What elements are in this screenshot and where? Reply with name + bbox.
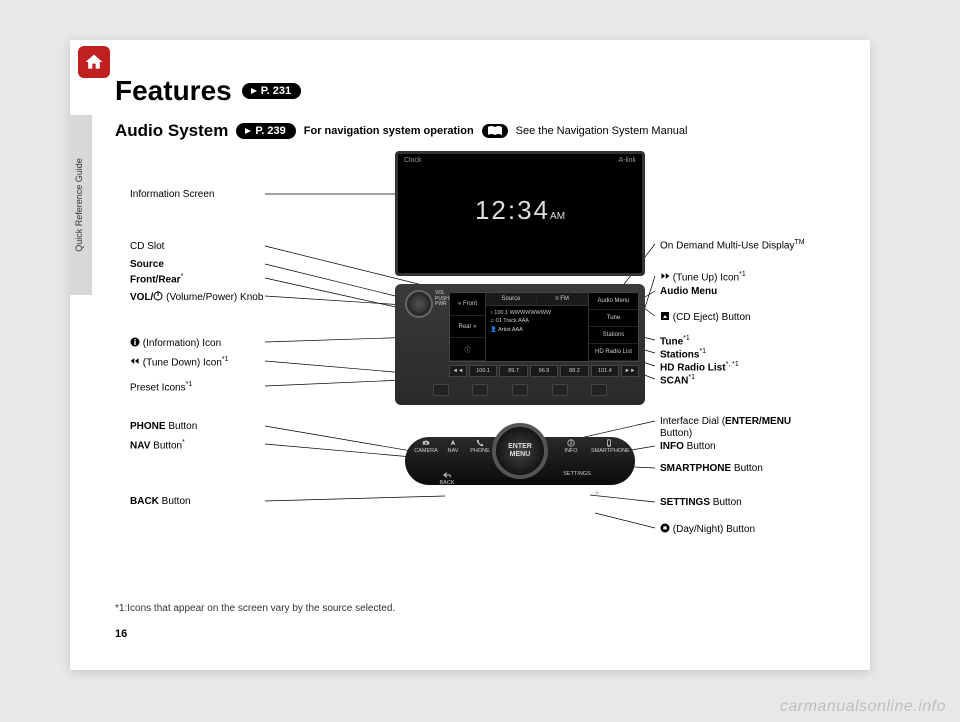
info-screen: Clock A-link 12:34AM bbox=[395, 151, 645, 276]
section-title: Audio System bbox=[115, 121, 228, 141]
info-button[interactable]: INFO bbox=[553, 439, 589, 454]
home-button[interactable] bbox=[78, 46, 110, 78]
nav-ref-text: See the Navigation System Manual bbox=[516, 125, 688, 137]
callout-label: On Demand Multi-Use DisplayTM bbox=[660, 239, 805, 252]
tune-up-icon[interactable]: ►► bbox=[621, 365, 639, 377]
page-number: 16 bbox=[115, 628, 127, 640]
diagram: Information Screen CD Slot Source Front/Rea… bbox=[115, 151, 855, 581]
callout-label: Stations*1 bbox=[660, 348, 706, 361]
callout-label: Front/Rear* bbox=[130, 273, 183, 286]
time-value: 12:34 bbox=[475, 195, 550, 225]
callout-label: (Tune Up) Icon*1 bbox=[660, 271, 746, 284]
nav-ref-label: For navigation system operation bbox=[304, 125, 474, 137]
callout-label: Source bbox=[130, 259, 164, 271]
volume-label: VOL PUSH PWR bbox=[435, 291, 449, 308]
alink-tab: A-link bbox=[618, 157, 636, 164]
nav-button[interactable]: NAV bbox=[440, 439, 466, 454]
clock-time: 12:34AM bbox=[398, 195, 642, 226]
page-ref-text-2: P. 239 bbox=[255, 125, 285, 137]
multi-use-display: VOL PUSH PWR « FrontRear »ⓘ Source≡ FM ♪… bbox=[395, 284, 645, 405]
home-icon bbox=[84, 52, 104, 72]
display-item[interactable]: HD Radio List bbox=[589, 344, 638, 361]
callout-label: (CD Eject) Button bbox=[660, 311, 751, 324]
callout-label: PHONE Button bbox=[130, 421, 197, 433]
callout-label: Preset Icons*1 bbox=[130, 381, 192, 394]
page-ref-pill-2[interactable]: P. 239 bbox=[236, 123, 295, 139]
interface-dial[interactable]: ENTER MENU bbox=[492, 423, 548, 479]
callout-label: SETTINGS Button bbox=[660, 497, 742, 509]
preset-icon[interactable]: 89.7 bbox=[499, 365, 527, 377]
section-tab-label: Quick Reference Guide bbox=[74, 125, 84, 285]
display-item[interactable]: Rear » bbox=[450, 316, 485, 339]
callout-label: Tune*1 bbox=[660, 335, 690, 348]
preset-icon[interactable]: 96.9 bbox=[530, 365, 558, 377]
callout-label: Interface Dial (ENTER/MENUButton) bbox=[660, 416, 791, 440]
watermark: carmanualsonline.info bbox=[780, 698, 946, 716]
phone-button[interactable]: PHONE bbox=[467, 439, 493, 454]
svg-text:✱: ✱ bbox=[662, 525, 667, 532]
callout-label: (Information) Icon bbox=[130, 337, 221, 350]
preset-icon[interactable]: 101.4 bbox=[591, 365, 619, 377]
display-item[interactable]: Source bbox=[486, 293, 537, 305]
display-item[interactable]: ⓘ bbox=[450, 338, 485, 361]
touch-display[interactable]: « FrontRear »ⓘ Source≡ FM ♪ 100.1 WWWWWW… bbox=[449, 292, 639, 362]
page-ref-text: P. 231 bbox=[261, 85, 291, 97]
callout-label: (Tune Down) Icon*1 bbox=[130, 356, 229, 369]
callout-label: SMARTPHONE Button bbox=[660, 463, 763, 475]
clock-tab: Clock bbox=[404, 157, 422, 164]
display-item[interactable]: Stations bbox=[589, 327, 638, 344]
callout-label: HD Radio List*, *1 bbox=[660, 361, 739, 374]
footnote: *1:Icons that appear on the screen vary … bbox=[115, 603, 395, 614]
arrow-icon bbox=[244, 127, 252, 135]
callout-label: ✱ (Day/Night) Button bbox=[660, 523, 755, 536]
page-ref-pill[interactable]: P. 231 bbox=[242, 83, 301, 99]
back-button[interactable]: BACK bbox=[427, 471, 467, 486]
settings-button[interactable]: SETTINGS bbox=[555, 471, 599, 477]
callout-label: CD Slot bbox=[130, 241, 164, 253]
smartphone-button[interactable]: SMARTPHONE bbox=[591, 439, 627, 454]
tune-down-icon[interactable]: ◄◄ bbox=[449, 365, 467, 377]
callout-label: Audio Menu bbox=[660, 286, 717, 298]
time-ampm: AM bbox=[550, 211, 565, 222]
camera-button[interactable]: CAMERA bbox=[413, 439, 439, 454]
manual-icon bbox=[482, 124, 508, 138]
callout-label: Information Screen bbox=[130, 189, 215, 201]
callout-label: VOL/ (Volume/Power) Knob bbox=[130, 291, 263, 304]
preset-icon[interactable]: 100.1 bbox=[469, 365, 497, 377]
console-graphic: Clock A-link 12:34AM VOL PUSH PWR bbox=[395, 151, 645, 510]
callout-label: BACK Button bbox=[130, 496, 191, 508]
section-tab: Quick Reference Guide bbox=[70, 115, 92, 295]
callout-label: NAV Button* bbox=[130, 439, 185, 452]
display-item[interactable]: Audio Menu bbox=[589, 293, 638, 310]
bright-button[interactable] bbox=[587, 489, 607, 498]
page-title: Features bbox=[115, 75, 232, 107]
volume-knob[interactable] bbox=[405, 290, 433, 318]
callout-label: SCAN*1 bbox=[660, 374, 695, 387]
preset-icon[interactable]: 88.2 bbox=[560, 365, 588, 377]
callout-label: INFO Button bbox=[660, 441, 716, 453]
display-item[interactable]: Tune bbox=[589, 310, 638, 327]
control-cluster: ENTER MENU CAMERANAVPHONE INFOSMARTPHONE B… bbox=[395, 415, 645, 510]
dial-label: ENTER MENU bbox=[508, 443, 532, 458]
display-item[interactable]: ≡ FM bbox=[537, 293, 588, 305]
display-item[interactable]: « Front bbox=[450, 293, 485, 316]
climate-row bbox=[401, 381, 639, 399]
arrow-icon bbox=[250, 87, 258, 95]
